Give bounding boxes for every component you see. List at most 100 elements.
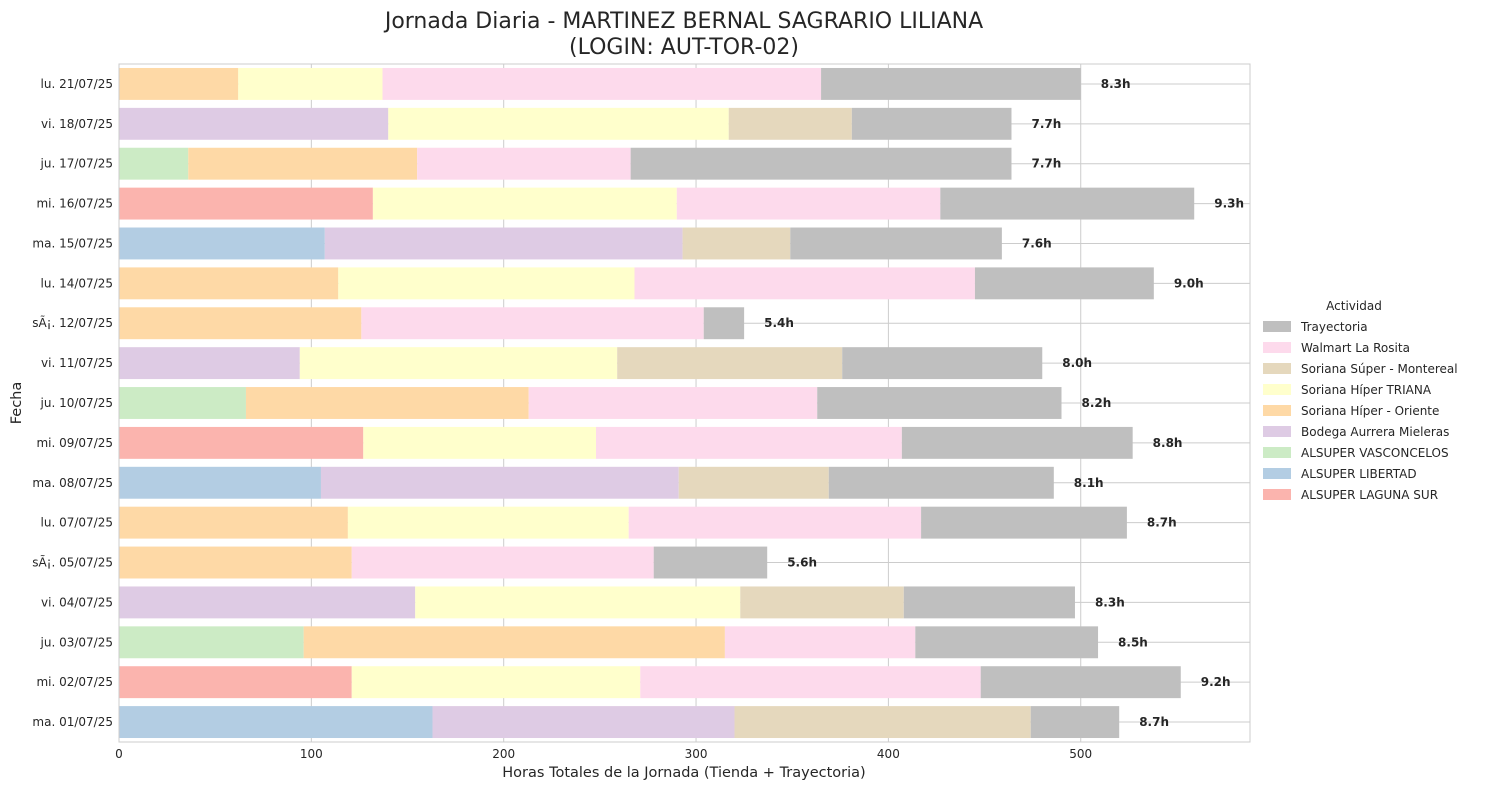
x-axis-label: Horas Totales de la Jornada (Tienda + Tr…	[502, 765, 865, 781]
bars	[119, 67, 1195, 739]
legend-entry-label: Walmart La Rosita	[1301, 341, 1410, 355]
total-hours-label: 7.6h	[1022, 236, 1052, 250]
y-tick-label: mi. 16/07/25	[36, 197, 113, 211]
bar-segment	[324, 227, 683, 260]
y-tick-label: ma. 08/07/25	[32, 476, 113, 490]
bar-segment	[940, 187, 1195, 220]
total-hours-label: 5.6h	[787, 556, 817, 570]
total-hours-label: 7.7h	[1031, 117, 1061, 131]
total-hours-label: 9.2h	[1201, 675, 1231, 689]
bar-segment	[188, 147, 418, 180]
bar-segment	[119, 147, 189, 180]
legend-swatch	[1263, 447, 1291, 458]
legend-swatch	[1263, 426, 1291, 437]
chart-title-line1: Jornada Diaria - MARTINEZ BERNAL SAGRARI…	[383, 9, 983, 34]
legend-swatch	[1263, 342, 1291, 353]
bar-segment	[119, 187, 373, 220]
bar-segment	[596, 426, 902, 459]
y-tick-label: ju. 17/07/25	[40, 157, 113, 171]
bar-segment	[630, 147, 1012, 180]
total-hours-label: 7.7h	[1031, 157, 1061, 171]
bar-segment	[119, 227, 325, 260]
total-hours-label: 8.1h	[1074, 476, 1104, 490]
bar-segment	[676, 187, 941, 220]
bar-segment	[678, 466, 829, 499]
bar-segment	[417, 147, 631, 180]
bar-segment	[119, 387, 246, 419]
bar-segment	[372, 187, 677, 220]
bar-segment	[634, 267, 975, 300]
bar-segment	[703, 307, 745, 340]
bar-segment	[740, 586, 904, 619]
bar-segment	[119, 546, 352, 579]
total-labels: 8.3h 7.7h 7.7h 9.3h 7.6h 9.0h 5.4h 8.0h 8.2h 8.8h…	[764, 77, 1244, 729]
bar-segment	[351, 666, 641, 699]
bar-segment	[363, 426, 597, 459]
bar-segment	[628, 506, 922, 539]
bar-segment	[790, 227, 1002, 260]
bar-segment	[734, 706, 1031, 739]
legend-entry-label: Soriana Súper - Montereal	[1301, 362, 1458, 376]
bar-segment	[119, 347, 300, 380]
legend-entry-label: Bodega Aurrera Mieleras	[1301, 425, 1449, 439]
bar-segment	[432, 706, 735, 739]
legend-swatch	[1263, 384, 1291, 395]
total-hours-label: 8.7h	[1139, 715, 1169, 729]
legend-entry-label: ALSUPER LAGUNA SUR	[1301, 488, 1438, 502]
bar-segment	[851, 107, 1012, 140]
x-tick-label: 200	[492, 747, 515, 761]
bar-segment	[119, 666, 352, 699]
chart-title-line2: (LOGIN: AUT-TOR-02)	[569, 35, 799, 60]
bar-segment	[303, 626, 725, 659]
total-hours-label: 8.3h	[1095, 595, 1125, 609]
x-tick-label: 100	[300, 747, 323, 761]
y-tick-label: sÃ¡. 05/07/25	[32, 555, 113, 570]
bar-segment	[119, 706, 433, 739]
bar-segment	[682, 227, 791, 260]
bar-segment	[640, 666, 981, 699]
y-tick-label: mi. 02/07/25	[36, 675, 113, 689]
bar-segment	[1030, 706, 1120, 739]
legend-entry-label: ALSUPER VASCONCELOS	[1301, 446, 1449, 460]
bar-segment	[901, 426, 1133, 459]
x-tick-label: 400	[877, 747, 900, 761]
total-hours-label: 8.2h	[1082, 396, 1112, 410]
total-hours-label: 8.0h	[1062, 356, 1092, 370]
total-hours-label: 9.0h	[1174, 276, 1204, 290]
bar-segment	[119, 506, 348, 539]
bar-segment	[528, 387, 818, 419]
bar-segment	[617, 347, 843, 380]
bar-segment	[653, 546, 768, 579]
y-tick-label: ma. 01/07/25	[32, 715, 113, 729]
bar-segment	[351, 546, 654, 579]
bar-segment	[238, 67, 383, 100]
tick-labels: 0 100 200 300 400 500 lu. 21/07/25 vi. 18/07/25…	[32, 77, 1092, 761]
legend-title: Actividad	[1326, 299, 1382, 313]
bar-segment	[915, 626, 1099, 659]
y-tick-label: lu. 14/07/25	[41, 276, 113, 290]
bar-segment	[728, 107, 852, 140]
total-hours-label: 9.3h	[1214, 197, 1244, 211]
legend-entry-label: Soriana Híper - Oriente	[1301, 404, 1439, 418]
y-tick-label: mi. 09/07/25	[36, 436, 113, 450]
bar-segment	[388, 107, 729, 140]
bar-segment	[415, 586, 741, 619]
legend-swatch	[1263, 468, 1291, 479]
bar-segment	[119, 466, 321, 499]
legend-entry-label: Trayectoria	[1300, 320, 1368, 334]
legend-swatch	[1263, 363, 1291, 374]
legend-swatch	[1263, 321, 1291, 332]
y-tick-label: sÃ¡. 12/07/25	[32, 315, 113, 330]
bar-segment	[974, 267, 1154, 300]
x-tick-label: 300	[685, 747, 708, 761]
legend-swatch	[1263, 489, 1291, 500]
bar-segment	[842, 347, 1043, 380]
total-hours-label: 5.4h	[764, 316, 794, 330]
bar-segment	[320, 466, 679, 499]
y-tick-label: vi. 11/07/25	[41, 356, 113, 370]
plot-frame	[118, 63, 1251, 743]
bar-segment	[119, 426, 364, 459]
bar-segment	[119, 586, 416, 619]
y-tick-label: ju. 03/07/25	[40, 635, 113, 649]
